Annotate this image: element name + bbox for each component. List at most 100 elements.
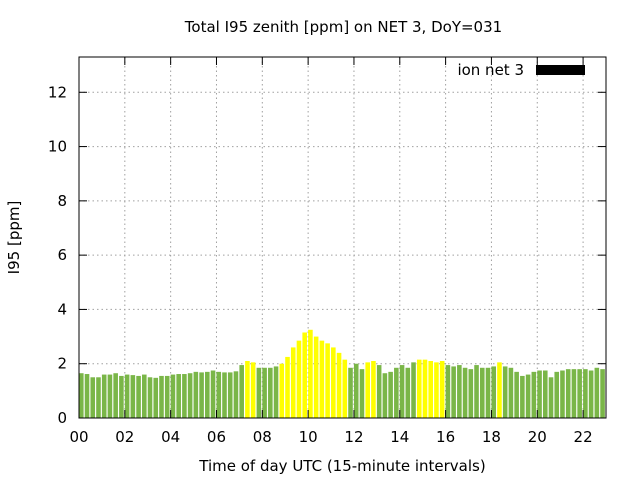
bar: [131, 375, 136, 418]
bar: [222, 372, 227, 418]
y-axis-label: I95 [ppm]: [5, 201, 23, 275]
bar: [285, 357, 290, 418]
x-tick-label: 02: [115, 428, 134, 446]
bar: [245, 361, 250, 418]
bar: [411, 362, 416, 418]
bar: [560, 371, 565, 419]
legend-swatch: [536, 65, 585, 75]
y-tick-label: 2: [57, 355, 67, 373]
bar: [360, 369, 365, 418]
bar: [136, 376, 141, 418]
bar: [463, 368, 468, 418]
bar: [509, 368, 514, 418]
bar: [423, 360, 428, 418]
bar: [595, 368, 600, 418]
bar: [165, 376, 170, 418]
bar: [572, 369, 577, 418]
bar: [589, 371, 594, 419]
x-tick-label: 00: [69, 428, 88, 446]
bar: [194, 372, 199, 418]
bar: [474, 365, 479, 418]
bar: [199, 372, 204, 418]
bar: [90, 377, 95, 418]
bar: [377, 365, 382, 418]
bar: [291, 347, 296, 418]
x-tick-label: 16: [436, 428, 455, 446]
bar: [383, 373, 388, 418]
bar: [446, 365, 451, 418]
x-tick-label: 04: [161, 428, 180, 446]
bars: [79, 330, 605, 418]
x-tick-label: 12: [344, 428, 363, 446]
bar: [497, 362, 502, 418]
bar: [388, 372, 393, 418]
bar: [262, 368, 267, 418]
y-tick-label: 6: [57, 246, 67, 264]
bar: [182, 374, 187, 418]
bar: [583, 369, 588, 418]
bar: [188, 373, 193, 418]
bar: [486, 368, 491, 418]
bar: [503, 366, 508, 418]
legend: ion net 3: [457, 61, 585, 79]
bar: [451, 366, 456, 418]
bar: [428, 361, 433, 418]
bar: [549, 377, 554, 418]
y-tick-label: 4: [57, 300, 67, 318]
x-tick-label: 18: [482, 428, 501, 446]
bar: [417, 360, 422, 418]
x-axis-label: Time of day UTC (15-minute intervals): [198, 457, 485, 475]
bar: [216, 372, 221, 418]
bar: [142, 375, 147, 418]
bar: [337, 353, 342, 418]
bar: [343, 360, 348, 418]
x-tick-label: 10: [299, 428, 318, 446]
bar: [365, 362, 370, 418]
bar: [119, 376, 124, 418]
bar: [440, 361, 445, 418]
bar: [331, 347, 336, 418]
bar: [85, 374, 90, 418]
bar: [394, 368, 399, 418]
bar: [148, 377, 153, 418]
y-tick-label: 12: [48, 83, 67, 101]
x-tick-label: 22: [574, 428, 593, 446]
bar: [348, 368, 353, 418]
bar: [159, 376, 164, 418]
bar: [537, 371, 542, 419]
bar: [526, 375, 531, 418]
bar: [125, 375, 130, 418]
bar: [371, 361, 376, 418]
chart-title: Total I95 zenith [ppm] on NET 3, DoY=031: [184, 18, 502, 36]
bar: [257, 368, 262, 418]
bar: [434, 362, 439, 418]
bar: [176, 374, 181, 418]
bar: [480, 368, 485, 418]
bar: [102, 375, 107, 418]
bar: [108, 375, 113, 418]
bar: [325, 343, 330, 418]
bar: [96, 377, 101, 418]
bar: [532, 372, 537, 418]
bar: [406, 368, 411, 418]
bar: [211, 371, 216, 419]
y-tick-label: 10: [48, 138, 67, 156]
bar: [566, 369, 571, 418]
bar: [297, 341, 302, 418]
y-tick-label: 0: [57, 409, 67, 427]
bar: [251, 362, 256, 418]
bar: [234, 371, 239, 418]
x-tick-label: 06: [207, 428, 226, 446]
bar: [171, 375, 176, 418]
x-tick-label: 20: [528, 428, 547, 446]
bar: [79, 373, 84, 418]
legend-label: ion net 3: [457, 61, 524, 79]
bar: [274, 366, 279, 418]
bar: [520, 376, 525, 418]
bar: [308, 330, 313, 418]
bar: [577, 369, 582, 418]
bar: [239, 365, 244, 418]
bar: [113, 373, 118, 418]
